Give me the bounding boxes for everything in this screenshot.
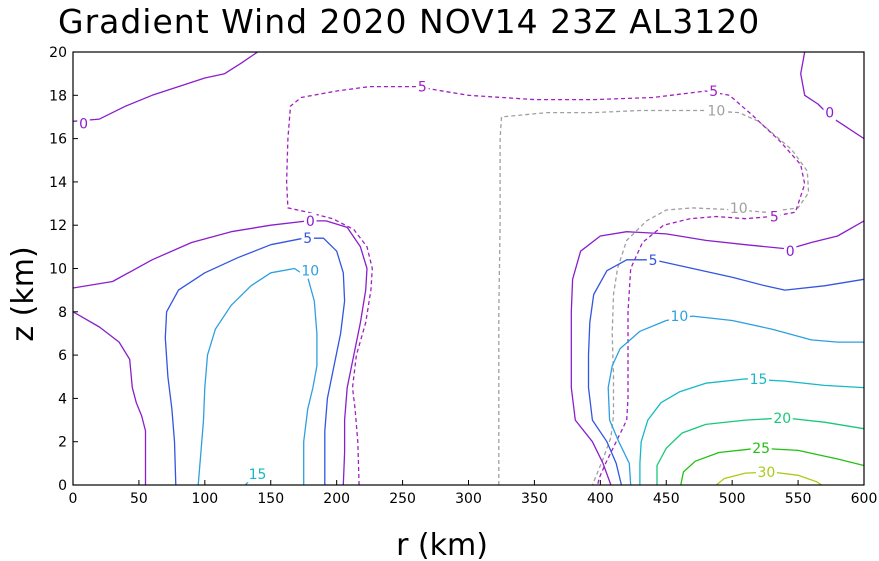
- x-axis: 0 50 100 150 200 250 300 350 400 450 500 550 600: [69, 480, 878, 507]
- y-tick-label: 20: [49, 45, 67, 61]
- x-tick-label: 250: [389, 491, 416, 507]
- contour-line: [800, 52, 864, 140]
- y-axis: 0 2 4 6 8 10 12 14 16 18 20: [49, 45, 78, 494]
- y-axis-label: z (km): [6, 246, 41, 341]
- x-tick-label: 200: [323, 491, 350, 507]
- contour-label: 5: [649, 253, 658, 269]
- y-tick-label: 2: [58, 435, 67, 451]
- contour-label-bg: [77, 115, 90, 132]
- contour-line: [73, 311, 147, 485]
- contour-line: [73, 220, 368, 485]
- contour-label: 0: [306, 214, 315, 230]
- x-tick-label: 0: [69, 491, 78, 507]
- contour-label-bg: [304, 212, 317, 229]
- contour-label: 10: [730, 201, 748, 217]
- contour-label: 15: [249, 467, 267, 483]
- y-tick-label: 18: [49, 88, 67, 104]
- contour-label-bg: [301, 230, 314, 247]
- x-tick-label: 50: [130, 491, 148, 507]
- contour-label-bg: [728, 199, 750, 216]
- contour-label-bg: [299, 262, 321, 279]
- contour-line: [607, 315, 864, 485]
- contour-label: 0: [786, 244, 795, 260]
- y-tick-label: 8: [58, 305, 67, 321]
- contour-label: 5: [709, 84, 718, 100]
- contour-lines: [73, 52, 864, 485]
- contour-label-bg: [750, 440, 772, 457]
- contour-label: 15: [750, 372, 768, 388]
- y-tick-label: 10: [49, 262, 67, 278]
- y-tick-label: 6: [58, 348, 67, 364]
- contour-line: [498, 109, 810, 485]
- contour-label: 30: [758, 465, 776, 481]
- contour-label: 0: [825, 106, 834, 122]
- y-tick-label: 0: [58, 478, 67, 494]
- contour-label-bg: [247, 466, 269, 483]
- contour-label: 0: [79, 116, 88, 132]
- x-tick-label: 450: [653, 491, 680, 507]
- x-tick-label: 350: [521, 491, 548, 507]
- y-tick-label: 16: [49, 132, 67, 148]
- contour-label-bg: [705, 102, 727, 119]
- y-tick-label: 14: [49, 175, 67, 191]
- contour-label: 10: [707, 103, 725, 119]
- y-tick-label: 12: [49, 218, 67, 234]
- contour-line: [680, 447, 864, 485]
- contour-label-bg: [646, 251, 660, 268]
- x-tick-label: 550: [785, 491, 812, 507]
- contour-label-bg: [823, 104, 836, 121]
- y-tick-label: 4: [58, 391, 67, 407]
- contour-label: 10: [301, 264, 319, 280]
- x-tick-label: 400: [587, 491, 614, 507]
- contour-label: 5: [303, 231, 312, 247]
- contour-line: [587, 259, 864, 485]
- contour-line: [656, 417, 864, 485]
- contour-line: [285, 85, 806, 485]
- contour-label-bg: [707, 82, 720, 99]
- x-tick-label: 500: [719, 491, 746, 507]
- contour-label-bg: [668, 308, 690, 325]
- contour-line: [73, 52, 258, 122]
- contour-label-bg: [771, 409, 793, 426]
- contour-label: 5: [418, 80, 427, 96]
- x-axis-label: r (km): [396, 528, 488, 561]
- contour-label: 25: [752, 441, 770, 457]
- contour-label-bg: [783, 243, 797, 260]
- x-tick-label: 600: [851, 491, 878, 507]
- contour-line: [197, 267, 318, 485]
- contour-label: 20: [773, 411, 791, 427]
- contour-label-bg: [416, 78, 429, 95]
- contour-line: [570, 220, 864, 485]
- contour-label-bg: [755, 464, 777, 481]
- contour-label: 10: [671, 309, 689, 325]
- contour-label: 5: [770, 210, 779, 226]
- x-tick-label: 100: [191, 491, 218, 507]
- chart-title: Gradient Wind 2020 NOV14 23Z AL3120: [58, 2, 760, 41]
- x-tick-label: 300: [455, 491, 482, 507]
- contour-line: [639, 378, 864, 485]
- contour-label-bg: [768, 208, 781, 225]
- contour-label-bg: [748, 370, 770, 387]
- x-tick-label: 150: [257, 491, 284, 507]
